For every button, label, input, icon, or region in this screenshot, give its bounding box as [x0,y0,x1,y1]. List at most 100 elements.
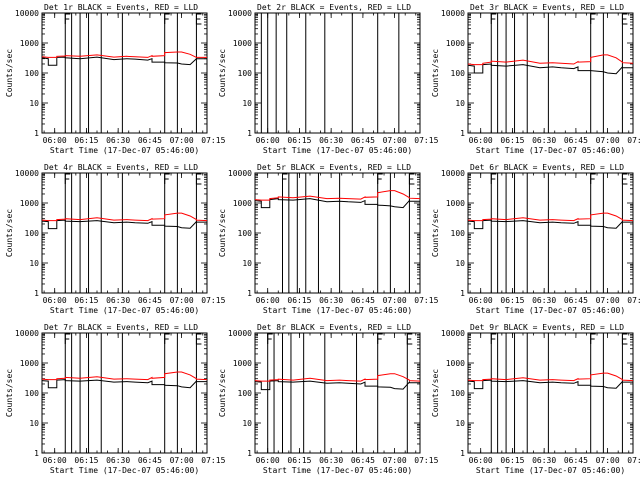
panel-det-2: Det 2r BLACK = Events, RED = LLD 1 10 100 10… [218,3,439,155]
x-tick-label: 06:15 [287,296,311,305]
x-tick-label: 06:45 [138,136,162,145]
x-tick-label: 06:45 [351,136,375,145]
x-tick-label: 06:45 [564,296,588,305]
gap-marker-f [377,173,383,184]
x-tick-label: 07:00 [383,136,407,145]
x-tick-label: 06:15 [74,136,98,145]
y-tick-label: 1000 [20,359,39,368]
x-tick-label: 06:15 [500,456,524,465]
y-tick-label: 100 [238,389,253,398]
gap-marker-e [621,13,628,25]
y-tick-label: 1 [34,289,39,298]
x-tick-label: 06:00 [256,296,280,305]
x-tick-label: 07:00 [170,456,194,465]
y-tick-label: 100 [451,389,466,398]
y-tick-label: 10000 [441,329,465,338]
x-tick-label: 07:15 [414,136,438,145]
series-events-line [41,219,207,230]
y-axis-label: Counts/sec [218,209,227,257]
y-tick-label: 10000 [15,9,39,18]
x-axis-label: Start Time (17-Dec-07 05:46:00) [263,466,412,475]
x-tick-label: 07:15 [201,296,225,305]
x-axis-label: Start Time (17-Dec-07 05:46:00) [50,146,199,155]
series-lld-line [41,371,208,381]
gap-marker-e [195,333,202,345]
y-tick-label: 10 [455,99,465,108]
y-tick-label: 10000 [441,9,465,18]
y-tick-label: 10 [242,259,252,268]
y-tick-label: 1 [460,129,465,138]
x-tick-label: 06:45 [138,456,162,465]
gap-marker-e [195,13,202,25]
y-tick-label: 1 [247,449,252,458]
x-tick-label: 06:45 [564,456,588,465]
x-tick-label: 07:00 [170,136,194,145]
gap-marker-f [590,13,596,24]
x-tick-label: 06:15 [287,136,311,145]
x-axis-label: Start Time (17-Dec-07 05:46:00) [263,306,412,315]
y-tick-label: 1 [247,129,252,138]
gap-marker-f [64,333,71,344]
x-tick-label: 07:00 [383,456,407,465]
plot-frame [254,12,421,134]
plot-frame [254,332,421,454]
y-axis-label: Counts/sec [431,49,440,97]
plot-frame [41,172,208,294]
y-tick-label: 1000 [233,199,252,208]
x-tick-label: 07:00 [596,456,620,465]
y-tick-label: 10000 [441,169,465,178]
series-events-line [254,198,420,209]
x-tick-label: 07:15 [414,456,438,465]
y-tick-label: 10 [242,99,252,108]
series-events-line [467,63,633,75]
y-axis-label: Counts/sec [5,369,14,417]
x-tick-label: 07:00 [596,136,620,145]
gap-marker-f [164,173,170,184]
y-tick-label: 100 [238,229,253,238]
series-events-line [467,219,633,230]
plot-frame [467,172,634,294]
x-tick-label: 07:00 [383,296,407,305]
x-tick-label: 07:15 [627,136,640,145]
y-tick-label: 1 [34,129,39,138]
y-tick-label: 100 [451,229,466,238]
series-events-line [41,379,207,389]
y-tick-label: 100 [25,69,40,78]
y-tick-label: 1000 [20,39,39,48]
y-tick-label: 10 [29,259,39,268]
gap-marker-f [490,173,497,184]
y-tick-label: 100 [451,69,466,78]
x-tick-label: 06:00 [256,456,280,465]
x-tick-label: 06:30 [532,296,556,305]
series-events-line [467,379,633,390]
panel-title: Det 2r BLACK = Events, RED = LLD [257,3,411,12]
y-tick-label: 10000 [15,169,39,178]
y-tick-label: 10 [29,419,39,428]
x-tick-label: 06:45 [351,296,375,305]
x-tick-label: 06:30 [319,296,343,305]
panel-det-4: Det 4r BLACK = Events, RED = LLD 1 10 100 10… [5,163,226,315]
gap-marker-f [590,173,596,184]
gap-marker-f [64,173,71,184]
y-tick-label: 100 [25,229,40,238]
panel-det-7: Det 7r BLACK = Events, RED = LLD 1 10 100 10… [5,323,226,475]
panel-title: Det 8r BLACK = Events, RED = LLD [257,323,411,332]
x-tick-label: 06:30 [319,456,343,465]
y-axis-label: Counts/sec [5,209,14,257]
y-tick-label: 10 [242,419,252,428]
y-tick-label: 1000 [446,199,465,208]
gap-marker-f [164,333,170,344]
y-axis-label: Counts/sec [218,369,227,417]
y-axis-label: Counts/sec [431,369,440,417]
y-tick-label: 1 [34,449,39,458]
panel-title: Det 6r BLACK = Events, RED = LLD [470,163,624,172]
x-tick-label: 06:00 [469,136,493,145]
x-tick-label: 06:15 [287,456,311,465]
x-tick-label: 06:30 [106,136,130,145]
series-lld-line [467,372,634,382]
plot-frame [41,12,208,134]
gap-marker-f [377,333,383,344]
x-tick-label: 06:45 [564,136,588,145]
y-axis-label: Counts/sec [431,209,440,257]
gap-marker-f [282,173,288,184]
